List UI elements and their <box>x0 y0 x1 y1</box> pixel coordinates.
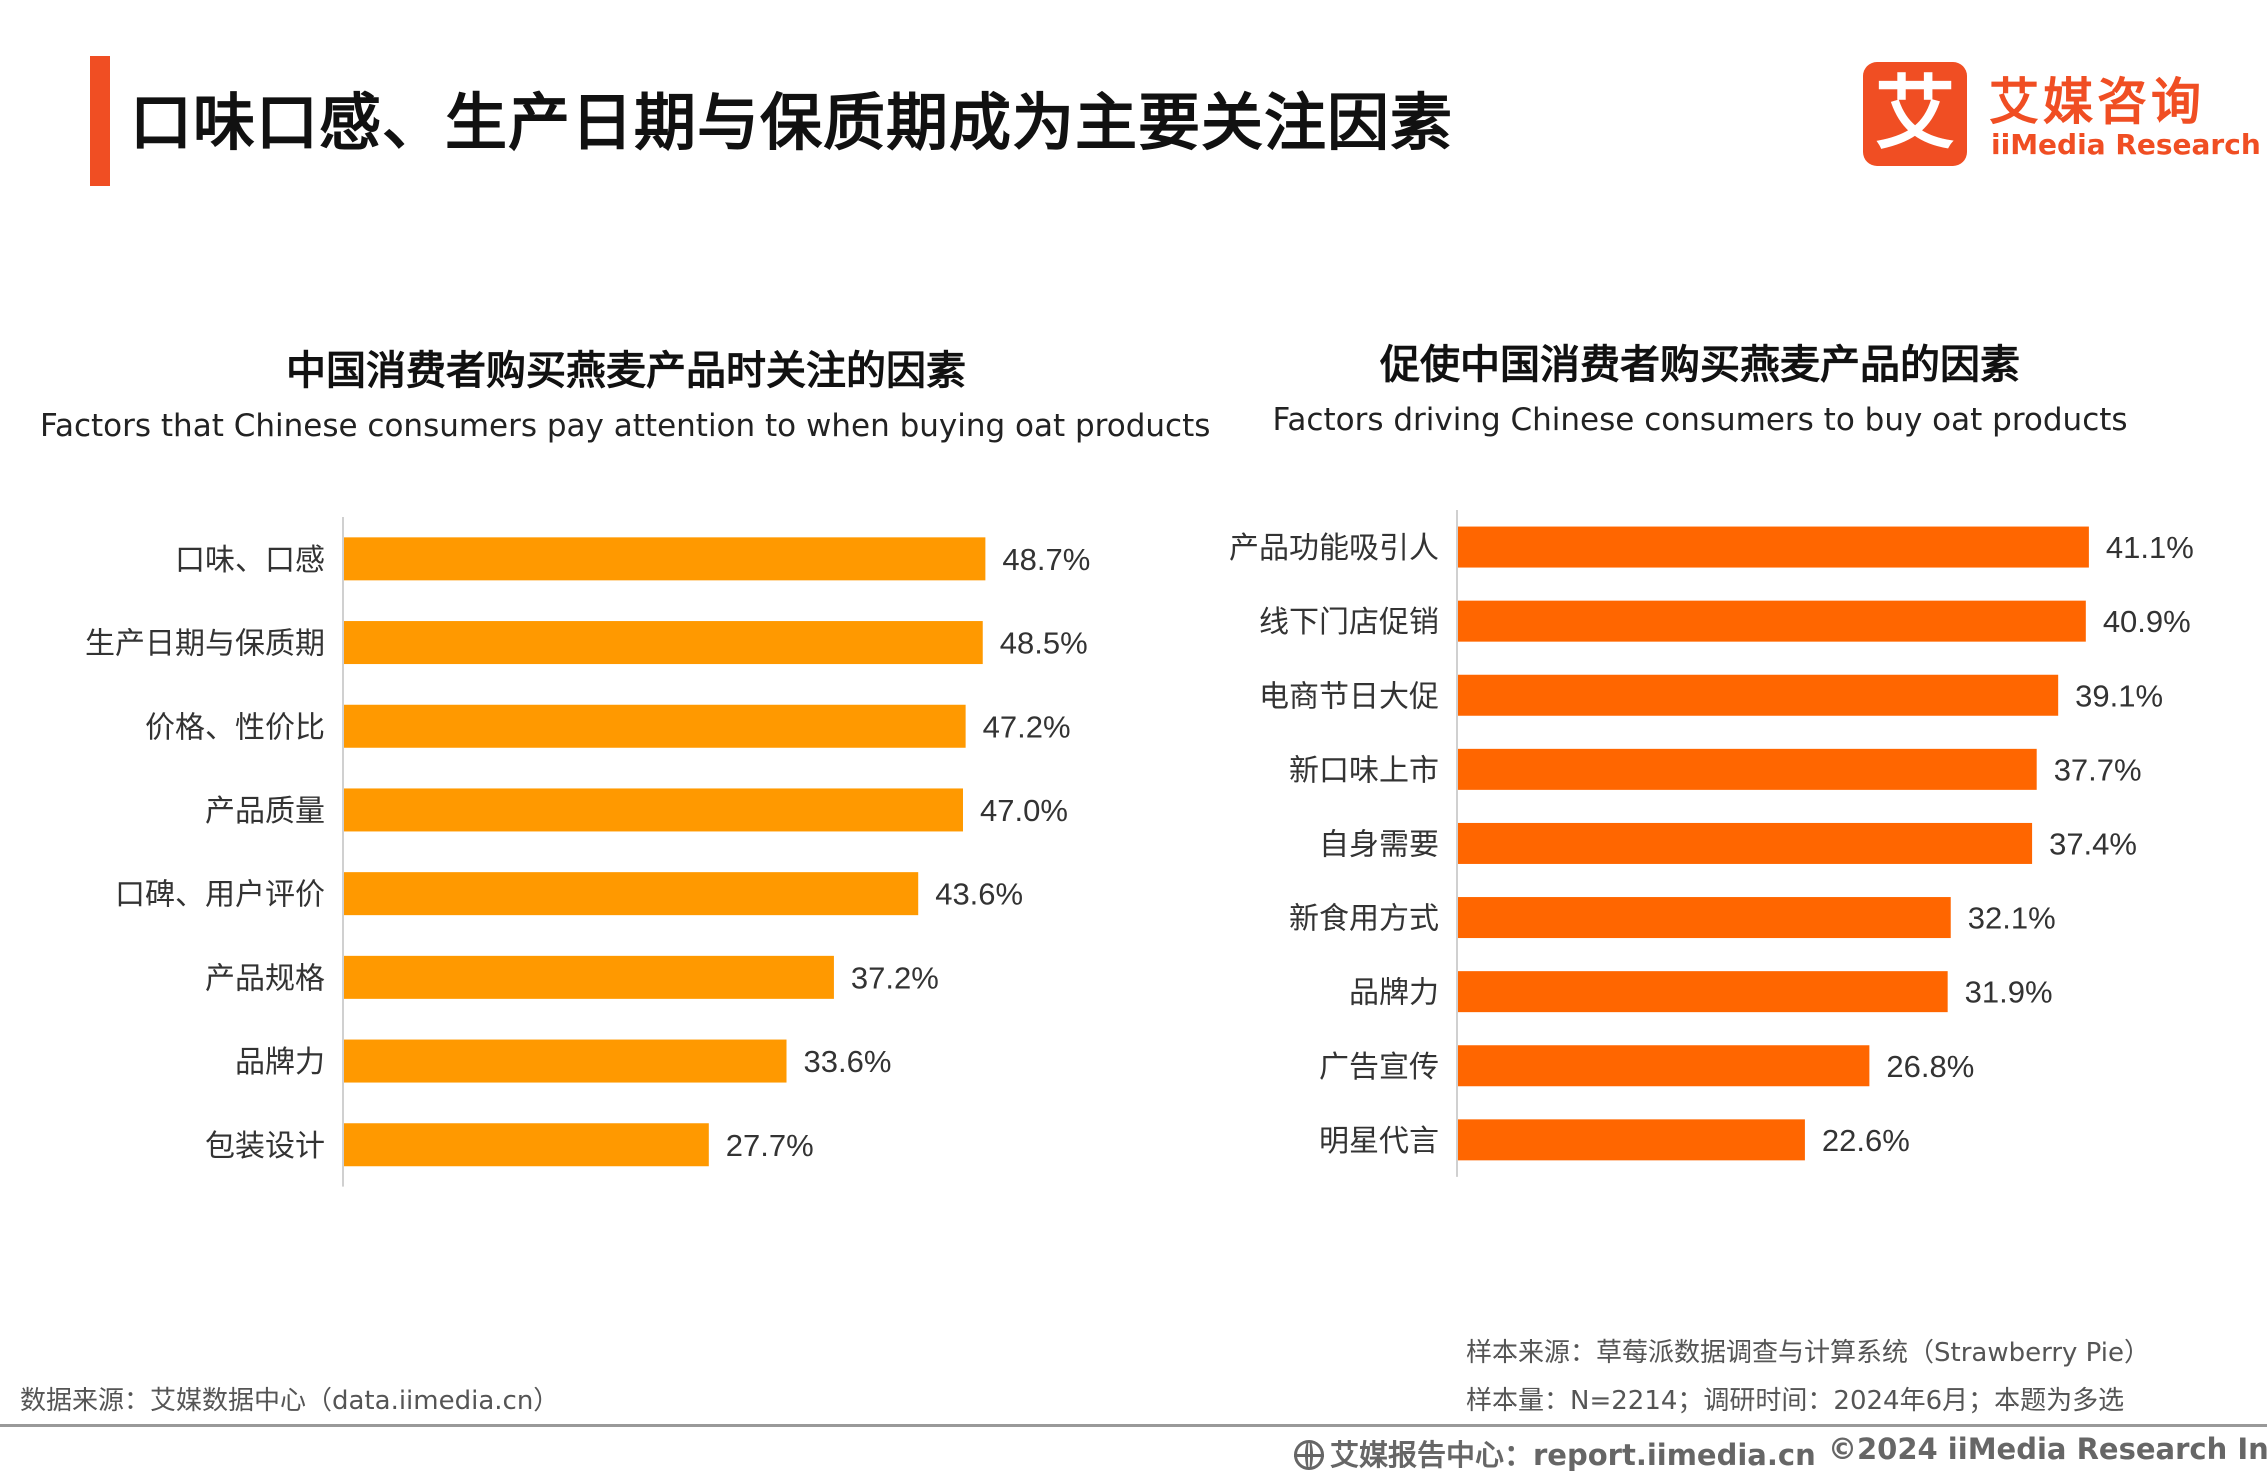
chart-1-category-2: 电商节日大促 <box>1259 679 1439 714</box>
left-chart-title: 中国消费者购买燕麦产品时关注的因素 <box>286 348 966 394</box>
chart-0-value-5: 37.2% <box>851 960 939 995</box>
chart-0-bar-5 <box>344 955 834 999</box>
chart-1-value-2: 39.1% <box>2075 678 2163 713</box>
sample-source-note: 样本来源：草莓派数据调查与计算系统（Strawberry Pie） <box>1466 1338 2150 1368</box>
chart-1-bar-3 <box>1458 748 2037 790</box>
chart-0-bar-6 <box>344 1039 787 1083</box>
footer-report-center[interactable]: 艾媒报告中心：report.iimedia.cn <box>1294 1432 1816 1474</box>
chart-1-category-6: 品牌力 <box>1349 976 1439 1011</box>
chart-0-bar-2 <box>344 704 966 748</box>
chart-0-bar-4 <box>344 872 919 916</box>
footer-report-center-text: 艾媒报告中心：report.iimedia.cn <box>1330 1438 1816 1472</box>
chart-1-value-0: 41.1% <box>2106 530 2194 565</box>
chart-1-value-5: 32.1% <box>1968 901 2056 936</box>
chart-1-value-4: 37.4% <box>2049 826 2137 861</box>
chart-0-bar-0 <box>344 537 986 581</box>
chart-1-bar-7 <box>1458 1045 1870 1087</box>
logo-glyph: 艾 <box>1875 67 1955 160</box>
chart-1-category-5: 新食用方式 <box>1289 902 1439 937</box>
chart-0-value-2: 47.2% <box>983 709 1071 744</box>
chart-1-bar-4 <box>1458 822 2033 864</box>
chart-0-value-3: 47.0% <box>980 793 1068 828</box>
chart-0-value-0: 48.7% <box>1002 542 1090 577</box>
chart-1-category-1: 线下门店促销 <box>1259 605 1439 640</box>
chart-0-category-5: 产品规格 <box>205 961 325 996</box>
chart-0-category-4: 口碑、用户评价 <box>115 878 325 913</box>
logo-mark <box>1863 62 1967 166</box>
chart-0-value-4: 43.6% <box>935 877 1023 912</box>
chart-1-bar-2 <box>1458 674 2059 716</box>
chart-0-bar-1 <box>344 621 983 665</box>
right-bar-chart: 产品功能吸引人 41.1% 线下门店促销 40.9% 电商节日大促 39.1% 新口味上市 3… <box>1229 510 2194 1177</box>
chart-0-category-6: 品牌力 <box>235 1045 325 1080</box>
iimedia-logo: 艾 艾媒咨询 iiMedia Research <box>1863 62 2261 172</box>
chart-0-value-1: 48.5% <box>1000 626 1088 661</box>
globe-icon <box>1294 1440 1324 1470</box>
chart-1-category-8: 明星代言 <box>1319 1124 1439 1159</box>
chart-1-category-0: 产品功能吸引人 <box>1229 531 1439 566</box>
chart-1-bar-6 <box>1458 971 1948 1013</box>
chart-0-bar-7 <box>344 1123 709 1167</box>
chart-1-value-3: 37.7% <box>2054 752 2142 787</box>
logo-name-en: iiMedia Research <box>1991 128 2261 161</box>
chart-1-value-1: 40.9% <box>2103 604 2191 639</box>
data-source-note: 数据来源：艾媒数据中心（data.iimedia.cn） <box>20 1386 560 1416</box>
chart-0-category-3: 产品质量 <box>205 794 325 829</box>
right-chart-subtitle: Factors driving Chinese consumers to buy… <box>1272 402 2128 438</box>
left-bar-chart: 口味、口感 48.7% 生产日期与保质期 48.5% 价格、性价比 47.2% 产品质量 47… <box>85 517 1090 1187</box>
chart-1-bar-0 <box>1458 526 2089 568</box>
chart-1-bar-8 <box>1458 1119 1805 1161</box>
chart-0-category-0: 口味、口感 <box>175 543 325 578</box>
chart-1-bar-1 <box>1458 600 2086 642</box>
title-accent-bar <box>90 56 110 186</box>
footer-copyright: ©2024 iiMedia Research Inc <box>1828 1432 2267 1466</box>
chart-1-bar-5 <box>1458 897 1951 939</box>
logo-name-cn: 艾媒咨询 <box>1989 73 2205 131</box>
page-title: 口味口感、生产日期与保质期成为主要关注因素 <box>130 86 1454 159</box>
right-chart-title: 促使中国消费者购买燕麦产品的因素 <box>1380 342 2020 388</box>
chart-1-value-8: 22.6% <box>1822 1123 1910 1158</box>
chart-1-value-7: 26.8% <box>1886 1049 1974 1084</box>
footer-divider <box>0 1424 2267 1427</box>
chart-1-category-7: 广告宣传 <box>1319 1050 1439 1085</box>
chart-1-value-6: 31.9% <box>1965 975 2053 1010</box>
chart-0-bar-3 <box>344 788 963 832</box>
chart-0-category-7: 包装设计 <box>205 1129 325 1164</box>
chart-0-category-2: 价格、性价比 <box>145 710 325 745</box>
chart-0-category-1: 生产日期与保质期 <box>85 627 325 662</box>
chart-1-category-3: 新口味上市 <box>1289 753 1439 788</box>
chart-1-category-4: 自身需要 <box>1319 827 1439 862</box>
chart-0-value-7: 27.7% <box>726 1128 814 1163</box>
chart-0-value-6: 33.6% <box>804 1044 892 1079</box>
sample-size-note: 样本量：N=2214；调研时间：2024年6月；本题为多选 <box>1466 1386 2125 1416</box>
left-chart-subtitle: Factors that Chinese consumers pay atten… <box>40 408 1211 444</box>
